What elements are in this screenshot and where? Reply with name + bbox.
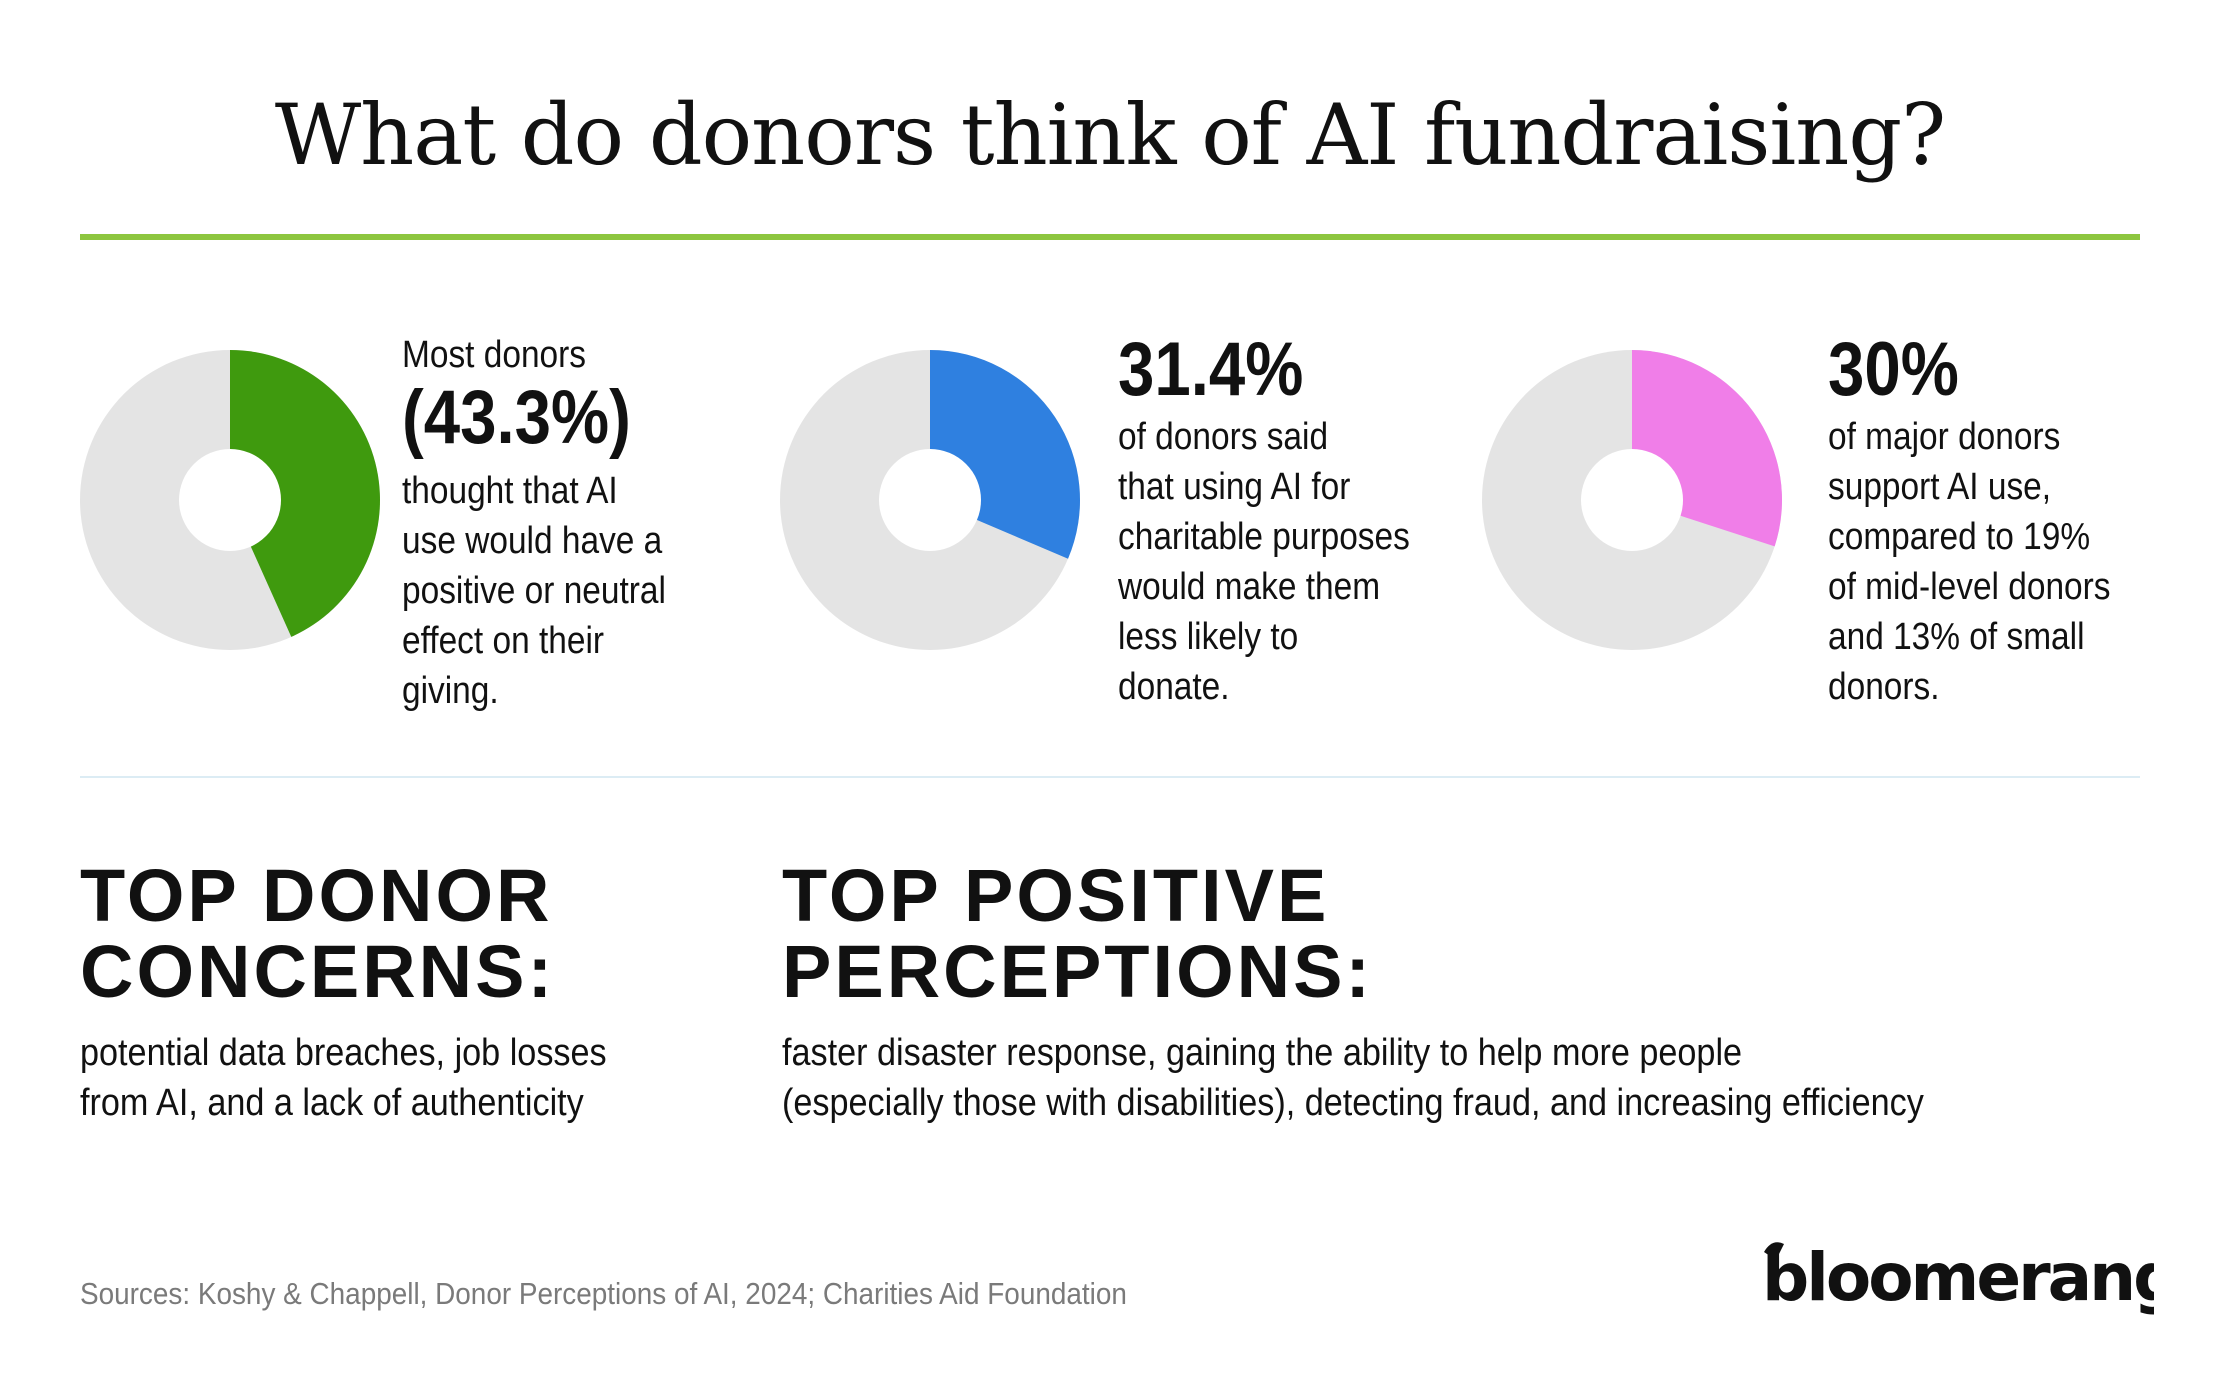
- boomerang-logo-icon: [1764, 1242, 1784, 1260]
- donut-chart-2: [780, 350, 1080, 650]
- title-divider: [80, 234, 2140, 240]
- source-note: Sources: Koshy & Chappell, Donor Percept…: [80, 1276, 1127, 1311]
- concerns-body: potential data breaches, job losses from…: [80, 1032, 607, 1124]
- donut-hole: [179, 449, 281, 551]
- perceptions-heading: TOP POSITIVE PERCEPTIONS:: [782, 854, 1374, 1013]
- stat-1-lead: Most donors: [402, 334, 587, 376]
- stat-2-value: 31.4%: [1118, 327, 1304, 412]
- logo-wordmark: bloomerang: [1762, 1239, 2154, 1316]
- donut-hole: [879, 449, 981, 551]
- stat-1-text: Most donors (43.3%) thought that AI use …: [402, 330, 732, 716]
- page-title: What do donors think of AI fundraising?: [274, 86, 1946, 184]
- stat-2-body: of donors said that using AI for charita…: [1118, 416, 1410, 708]
- donut-chart-1: [80, 350, 380, 650]
- perceptions-body: faster disaster response, gaining the ab…: [782, 1032, 1924, 1124]
- stat-1-body: thought that AI use would have a positiv…: [402, 470, 666, 712]
- donut-chart-3: [1482, 350, 1782, 650]
- concerns-heading: TOP DONOR CONCERNS:: [80, 854, 556, 1013]
- section-divider: [80, 776, 2140, 778]
- stat-3-text: 30% of major donors support AI use, comp…: [1828, 328, 2188, 712]
- bloomerang-logo: bloomerang: [1754, 1230, 2154, 1320]
- donut-hole: [1581, 449, 1683, 551]
- stat-1-value: (43.3%): [402, 375, 631, 460]
- stat-3-body: of major donors support AI use, compared…: [1828, 416, 2111, 708]
- stat-2-text: 31.4% of donors said that using AI for c…: [1118, 328, 1478, 712]
- stat-3-value: 30%: [1828, 327, 1959, 412]
- donut-slice-value: [230, 350, 380, 637]
